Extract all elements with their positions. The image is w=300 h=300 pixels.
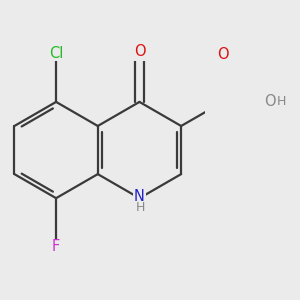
- Text: F: F: [52, 239, 60, 254]
- Text: N: N: [134, 189, 145, 204]
- Text: O: O: [264, 94, 276, 110]
- Text: O: O: [217, 47, 229, 62]
- Text: H: H: [136, 201, 146, 214]
- Text: H: H: [277, 95, 286, 108]
- Text: O: O: [134, 44, 145, 59]
- Text: Cl: Cl: [49, 46, 63, 61]
